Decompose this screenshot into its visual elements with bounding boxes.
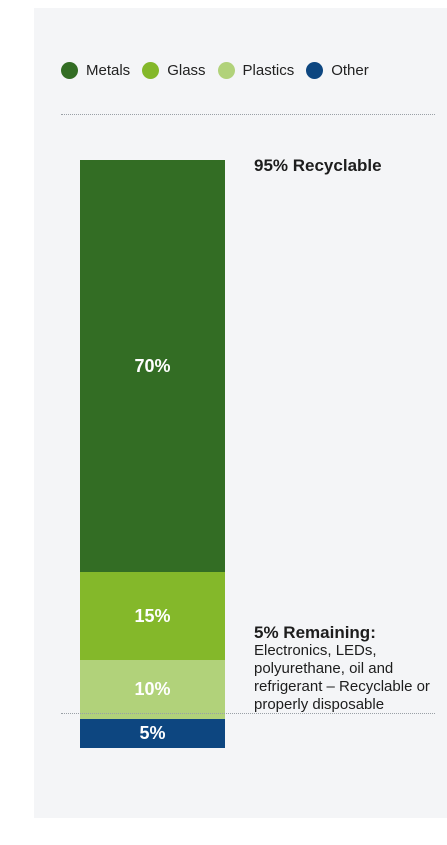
legend-item-glass: Glass [142, 62, 206, 79]
bar-segment-glass: 15% [80, 572, 225, 660]
legend-item-plastics: Plastics [217, 62, 295, 79]
bar-value-label-glass: 15% [134, 605, 171, 626]
bar-segment-metals: 70% [80, 160, 225, 572]
bar-segment-plastics: 10% [80, 660, 225, 719]
legend-item-other: Other [306, 62, 369, 79]
bottom-divider [61, 713, 435, 714]
bar-segment-other: 5% [80, 719, 225, 748]
legend: Metals Glass Plastics Other [61, 62, 369, 79]
bar-value-label-plastics: 10% [134, 679, 171, 699]
legend-swatch-glass [142, 62, 160, 79]
legend-item-metals: Metals [61, 62, 130, 79]
remaining-title: 5% Remaining: [254, 623, 376, 642]
legend-swatch-other [306, 62, 324, 79]
top-divider [61, 114, 435, 115]
remaining-description: Electronics, LEDs, polyurethane, oil and… [254, 642, 430, 713]
legend-label-plastics: Plastics [242, 62, 295, 79]
legend-swatch-plastics [217, 62, 235, 79]
bar-value-label-metals: 70% [134, 355, 171, 376]
recyclable-label: 95% Recyclable [254, 156, 382, 175]
legend-label-metals: Metals [86, 62, 131, 79]
legend-label-other: Other [331, 62, 369, 79]
legend-label-glass: Glass [167, 62, 206, 79]
legend-swatch-metals [61, 62, 78, 79]
bar-value-label-other: 5% [139, 723, 166, 743]
